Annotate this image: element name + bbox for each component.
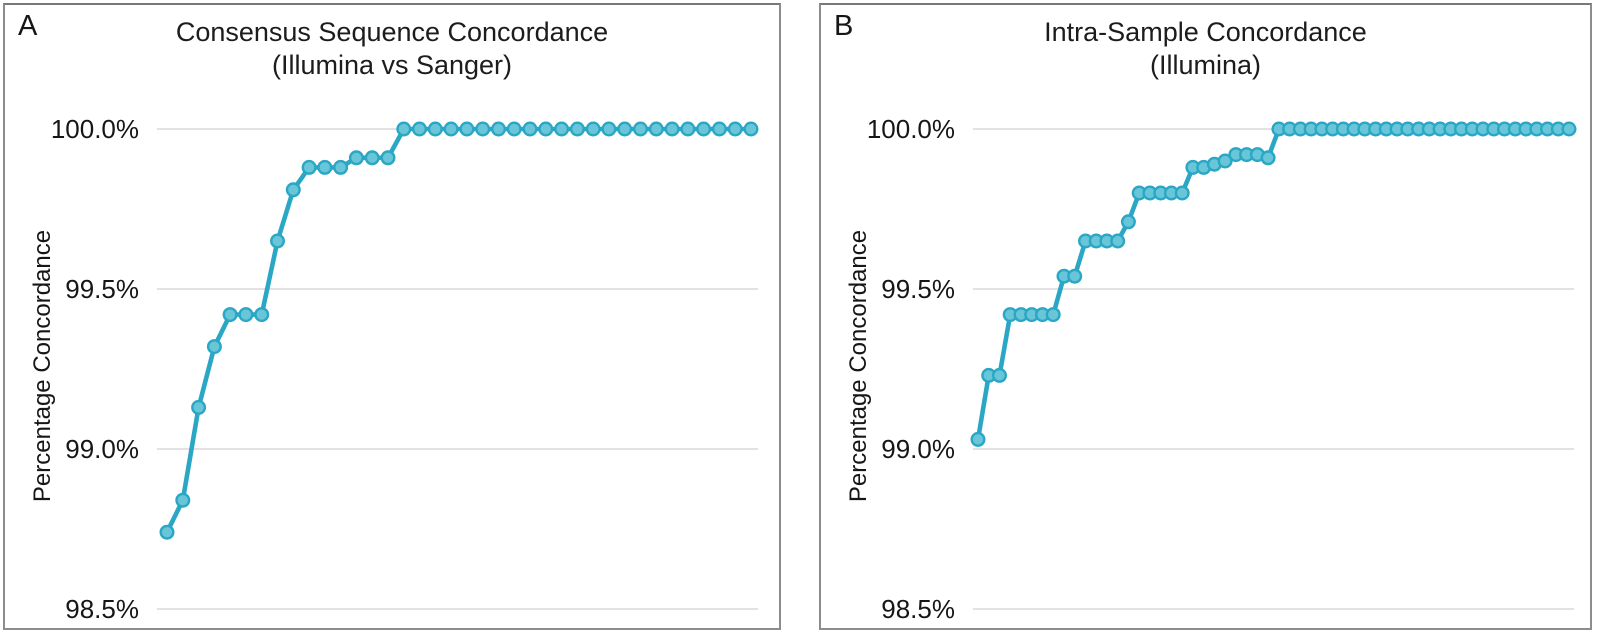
data-point-marker <box>601 121 617 137</box>
y-tick-label: 100.0% <box>50 114 139 144</box>
data-point-marker <box>206 339 222 355</box>
panel-label-a: A <box>18 10 38 42</box>
series-line <box>164 126 754 535</box>
data-point-marker <box>1120 214 1136 230</box>
data-point-marker <box>569 121 585 137</box>
data-point-marker <box>301 159 317 175</box>
y-tick-label: 99.0% <box>881 434 955 464</box>
data-point-marker <box>727 121 743 137</box>
data-point-marker <box>443 121 459 137</box>
data-point-marker <box>711 121 727 137</box>
y-tick-label: 98.5% <box>881 594 955 624</box>
data-point-marker <box>348 150 364 166</box>
chart-title-a-line2: (Illumina vs Sanger) <box>271 50 513 81</box>
data-point-marker <box>506 121 522 137</box>
data-point-marker <box>1067 268 1083 284</box>
data-point-marker <box>380 150 396 166</box>
chart-title-b: Intra-Sample Concordance (Illumina) <box>821 16 1590 83</box>
data-point-marker <box>1561 121 1577 137</box>
data-point-marker <box>175 492 191 508</box>
line-plot-b <box>970 121 1577 610</box>
y-tick-label: 99.5% <box>881 274 955 304</box>
data-point-marker <box>317 159 333 175</box>
data-point-marker <box>1045 307 1061 323</box>
data-point-marker <box>412 121 428 137</box>
data-point-marker <box>696 121 712 137</box>
y-tick-label: 99.5% <box>65 274 139 304</box>
data-point-marker <box>585 121 601 137</box>
series-line <box>975 126 1572 442</box>
data-point-marker <box>648 121 664 137</box>
data-point-marker <box>664 121 680 137</box>
data-point-marker <box>222 307 238 323</box>
data-point-marker <box>617 121 633 137</box>
chart-title-a-line1: Consensus Sequence Concordance <box>175 17 609 47</box>
data-point-marker <box>364 150 380 166</box>
panel-label-b: B <box>834 10 854 42</box>
data-point-marker <box>522 121 538 137</box>
data-point-marker <box>554 121 570 137</box>
data-point-marker <box>238 307 254 323</box>
y-tick-label: 99.0% <box>65 434 139 464</box>
data-point-marker <box>1217 153 1233 169</box>
data-point-marker <box>254 307 270 323</box>
data-point-marker <box>970 431 986 447</box>
chart-title-a: Consensus Sequence Concordance (Illumina… <box>5 16 779 83</box>
y-tick-label: 100.0% <box>866 114 955 144</box>
data-point-marker <box>191 399 207 415</box>
chart-title-b-line1: Intra-Sample Concordance <box>1044 17 1367 47</box>
data-point-marker <box>1110 233 1126 249</box>
data-point-marker <box>285 182 301 198</box>
data-point-marker <box>159 524 175 540</box>
panel-a: A Consensus Sequence Concordance (Illumi… <box>3 3 781 630</box>
line-plot-a <box>157 121 759 610</box>
data-point-marker <box>270 233 286 249</box>
y-tick-label: 98.5% <box>65 594 139 624</box>
panel-b: B Intra-Sample Concordance (Illumina) Pe… <box>819 3 1592 630</box>
data-point-marker <box>333 159 349 175</box>
data-point-marker <box>1260 150 1276 166</box>
data-point-marker <box>680 121 696 137</box>
data-point-marker <box>991 367 1007 383</box>
chart-title-b-line2: (Illumina) <box>1149 50 1262 81</box>
data-point-marker <box>396 121 412 137</box>
data-point-marker <box>1174 185 1190 201</box>
data-point-marker <box>475 121 491 137</box>
data-point-marker <box>427 121 443 137</box>
data-point-marker <box>459 121 475 137</box>
data-point-marker <box>491 121 507 137</box>
data-point-marker <box>633 121 649 137</box>
data-point-marker <box>538 121 554 137</box>
data-point-marker <box>743 121 759 137</box>
